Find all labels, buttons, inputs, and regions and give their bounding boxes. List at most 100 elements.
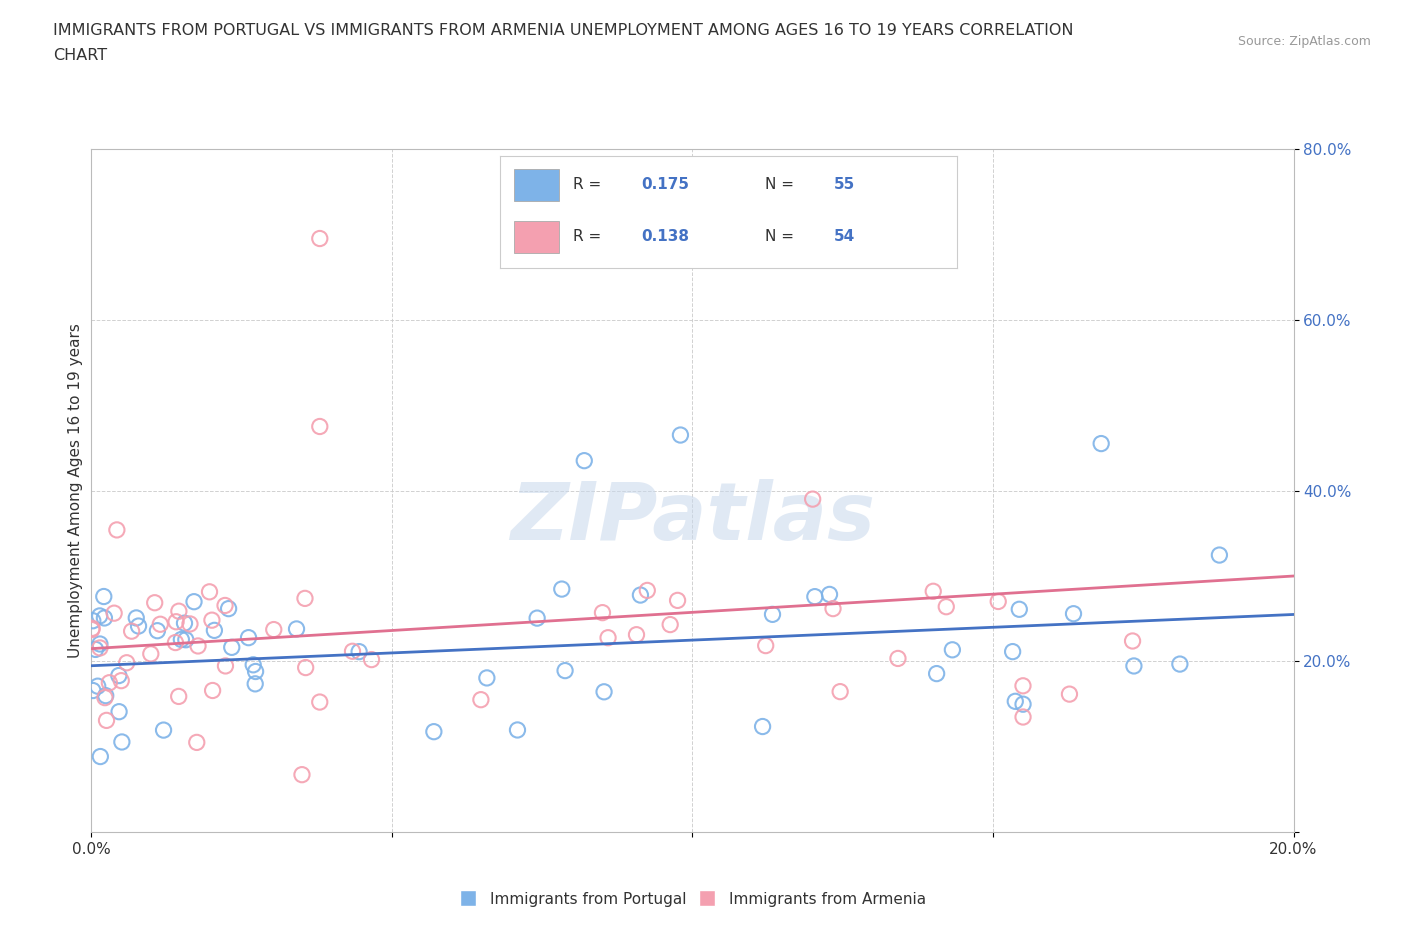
- Point: [935, 599, 957, 614]
- Point: [146, 623, 169, 638]
- Point: [93, 610, 115, 625]
- Point: [1168, 657, 1191, 671]
- Point: [1208, 548, 1230, 563]
- Point: [291, 767, 314, 782]
- Point: [423, 724, 446, 739]
- Point: [245, 664, 267, 679]
- Point: [84, 642, 107, 657]
- Point: [121, 624, 143, 639]
- Point: [201, 683, 224, 698]
- Point: [238, 631, 260, 645]
- Point: [183, 594, 205, 609]
- Point: [830, 684, 852, 699]
- Point: [111, 735, 134, 750]
- Point: [669, 428, 692, 443]
- Y-axis label: Unemployment Among Ages 16 to 19 years: Unemployment Among Ages 16 to 19 years: [67, 323, 83, 658]
- Point: [342, 644, 364, 658]
- Point: [755, 638, 778, 653]
- Point: [242, 658, 264, 672]
- Point: [1122, 633, 1144, 648]
- Point: [506, 723, 529, 737]
- Point: [214, 658, 236, 673]
- Point: [628, 588, 651, 603]
- Point: [94, 688, 117, 703]
- Point: [214, 598, 236, 613]
- Point: [86, 679, 108, 694]
- Text: CHART: CHART: [53, 48, 107, 63]
- Point: [1059, 686, 1081, 701]
- Point: [98, 675, 121, 690]
- Point: [202, 623, 225, 638]
- Point: [922, 584, 945, 599]
- Point: [1122, 658, 1144, 673]
- Point: [596, 631, 619, 645]
- Point: [80, 622, 103, 637]
- Point: [308, 231, 330, 246]
- Point: [201, 613, 224, 628]
- Point: [82, 613, 104, 628]
- Point: [105, 523, 128, 538]
- Point: [1004, 694, 1026, 709]
- Point: [294, 591, 316, 605]
- Point: [1012, 710, 1035, 724]
- Point: [89, 608, 111, 623]
- Point: [167, 689, 190, 704]
- Legend: Immigrants from Portugal, Immigrants from Armenia: Immigrants from Portugal, Immigrants fro…: [453, 886, 932, 913]
- Text: IMMIGRANTS FROM PORTUGAL VS IMMIGRANTS FROM ARMENIA UNEMPLOYMENT AMONG AGES 16 T: IMMIGRANTS FROM PORTUGAL VS IMMIGRANTS F…: [53, 23, 1074, 38]
- Text: ZIPatlas: ZIPatlas: [510, 479, 875, 557]
- Point: [347, 644, 370, 659]
- Point: [108, 668, 131, 683]
- Point: [526, 611, 548, 626]
- Point: [551, 581, 574, 596]
- Point: [626, 627, 648, 642]
- Text: Source: ZipAtlas.com: Source: ZipAtlas.com: [1237, 35, 1371, 48]
- Point: [285, 621, 308, 636]
- Point: [821, 601, 844, 616]
- Point: [143, 595, 166, 610]
- Point: [591, 605, 613, 620]
- Point: [165, 615, 187, 630]
- Point: [751, 719, 773, 734]
- Point: [108, 704, 131, 719]
- Point: [554, 663, 576, 678]
- Point: [1001, 644, 1024, 659]
- Point: [574, 453, 596, 468]
- Point: [263, 622, 285, 637]
- Point: [149, 617, 172, 631]
- Point: [186, 735, 208, 750]
- Point: [170, 632, 193, 647]
- Point: [89, 636, 111, 651]
- Point: [925, 666, 948, 681]
- Point: [761, 607, 783, 622]
- Point: [179, 617, 201, 631]
- Point: [110, 673, 132, 688]
- Point: [1090, 436, 1112, 451]
- Point: [987, 594, 1010, 609]
- Point: [308, 695, 330, 710]
- Point: [89, 641, 111, 656]
- Point: [152, 723, 174, 737]
- Point: [103, 605, 125, 620]
- Point: [198, 584, 221, 599]
- Point: [173, 616, 195, 631]
- Point: [941, 643, 963, 658]
- Point: [93, 589, 115, 604]
- Point: [804, 590, 827, 604]
- Point: [1012, 697, 1035, 711]
- Point: [666, 593, 689, 608]
- Point: [1012, 678, 1035, 693]
- Point: [1063, 606, 1085, 621]
- Point: [636, 583, 658, 598]
- Point: [294, 660, 316, 675]
- Point: [221, 640, 243, 655]
- Point: [308, 419, 330, 434]
- Point: [82, 621, 104, 636]
- Point: [818, 587, 841, 602]
- Point: [139, 646, 162, 661]
- Point: [165, 635, 187, 650]
- Point: [245, 676, 267, 691]
- Point: [96, 713, 118, 728]
- Point: [94, 690, 117, 705]
- Point: [593, 684, 616, 699]
- Point: [470, 692, 492, 707]
